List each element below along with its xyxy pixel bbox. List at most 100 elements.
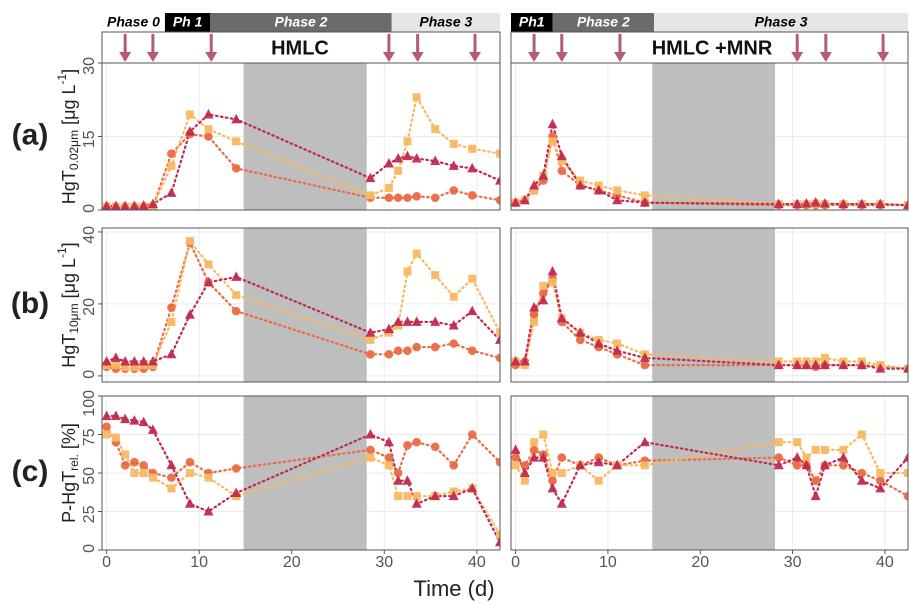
marker — [774, 453, 784, 462]
marker — [876, 476, 885, 486]
marker — [448, 490, 459, 501]
y-title-main: HgT — [59, 170, 79, 204]
marker — [547, 266, 558, 276]
marker — [774, 438, 783, 447]
arrow-head — [613, 52, 626, 62]
y-axis-title: HgT10μm [μg L-1] — [55, 242, 81, 367]
marker — [366, 191, 375, 200]
y-tick-label: 20 — [81, 298, 98, 316]
marker — [511, 444, 521, 454]
marker — [138, 416, 149, 427]
marker — [538, 294, 549, 305]
marker — [148, 473, 157, 482]
y-title-end: ] — [59, 242, 79, 247]
marker — [383, 157, 394, 168]
marker — [167, 484, 176, 493]
marker — [231, 271, 242, 281]
marker — [365, 429, 376, 439]
y-axis-title: P-HgTrel. [%] — [59, 423, 81, 523]
panel-border — [101, 395, 501, 551]
marker — [548, 137, 557, 146]
marker — [875, 482, 886, 493]
marker — [393, 475, 404, 485]
marker — [593, 456, 604, 467]
marker — [185, 236, 194, 245]
panel-border — [510, 227, 909, 383]
marker — [838, 198, 849, 209]
marker — [121, 362, 130, 371]
marker — [366, 453, 375, 462]
marker — [903, 199, 908, 210]
marker — [204, 125, 213, 134]
marker — [449, 292, 458, 301]
no-data-region — [652, 228, 776, 382]
marker — [393, 316, 404, 326]
y-tick-label: 15 — [81, 130, 98, 148]
y-title-sub: 10μm — [67, 303, 81, 333]
marker — [802, 453, 811, 462]
marker — [403, 267, 412, 276]
marker — [548, 278, 557, 287]
marker — [232, 290, 241, 299]
marker — [147, 355, 158, 366]
marker — [203, 276, 214, 287]
marker — [138, 200, 149, 210]
x-tick-label: 10 — [599, 554, 617, 571]
marker — [204, 260, 213, 269]
phase-bar — [391, 13, 500, 32]
marker — [167, 161, 176, 170]
phase-label: Ph 1 — [173, 14, 203, 30]
marker — [384, 461, 393, 470]
marker — [520, 461, 530, 470]
title-box — [510, 31, 909, 64]
y-title-sup: -1 — [55, 74, 69, 85]
marker — [449, 139, 458, 148]
marker — [204, 132, 213, 141]
marker — [530, 438, 539, 447]
marker — [430, 316, 441, 326]
phase-label: Phase 0 — [107, 14, 160, 30]
marker — [810, 359, 821, 370]
marker — [520, 476, 529, 485]
marker — [773, 459, 784, 470]
marker — [529, 445, 539, 455]
panel-border — [101, 227, 501, 383]
marker — [519, 194, 530, 205]
marker — [403, 492, 412, 501]
row-label: (c) — [12, 455, 49, 488]
column-title: HMLC — [271, 37, 329, 59]
arrow-head — [877, 52, 890, 62]
marker — [557, 166, 567, 176]
marker — [547, 118, 558, 129]
marker — [231, 113, 242, 124]
marker — [639, 197, 650, 207]
marker — [511, 453, 520, 462]
phase-label: Phase 2 — [275, 14, 328, 30]
marker — [511, 355, 521, 366]
y-tick-label: 0 — [81, 544, 98, 553]
marker — [129, 355, 140, 366]
marker — [120, 200, 131, 210]
marker — [394, 492, 403, 501]
marker — [594, 476, 603, 485]
marker — [430, 442, 440, 452]
marker — [110, 200, 121, 210]
marker — [166, 187, 177, 197]
title-box — [101, 31, 501, 64]
marker — [903, 363, 908, 373]
phase-bar — [654, 13, 908, 32]
no-data-region — [652, 63, 776, 210]
marker — [575, 327, 586, 337]
marker — [184, 126, 195, 136]
marker — [402, 316, 413, 326]
y-tick-label: 25 — [81, 505, 98, 523]
marker — [110, 410, 121, 421]
marker — [820, 445, 829, 454]
marker — [495, 457, 500, 467]
marker — [530, 186, 539, 195]
marker — [530, 317, 539, 326]
marker — [129, 415, 140, 425]
marker — [403, 193, 412, 203]
phase-bar — [164, 13, 211, 32]
